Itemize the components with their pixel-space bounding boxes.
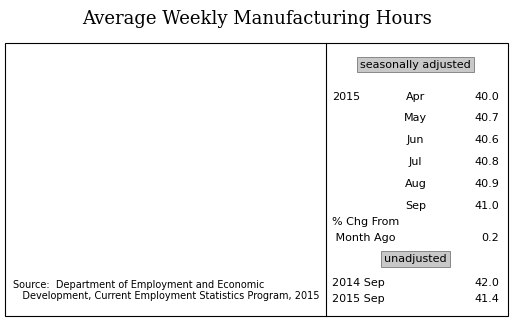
Text: 2015: 2015	[332, 92, 360, 101]
Text: May: May	[404, 113, 427, 123]
Text: Month Ago: Month Ago	[332, 233, 396, 243]
Text: 40.0: 40.0	[475, 92, 499, 101]
Text: 40.8: 40.8	[475, 157, 499, 167]
Text: seasonally adjusted: seasonally adjusted	[360, 60, 471, 70]
Text: Jun: Jun	[407, 135, 424, 145]
Text: 2015 Sep: 2015 Sep	[332, 294, 384, 304]
Text: % Chg From: % Chg From	[332, 217, 399, 227]
Text: Aug: Aug	[405, 179, 426, 189]
Text: 0.2: 0.2	[482, 233, 499, 243]
Text: 41.0: 41.0	[475, 201, 499, 211]
Text: Sep: Sep	[405, 201, 426, 211]
Text: 40.7: 40.7	[475, 113, 499, 123]
Text: Jul: Jul	[409, 157, 422, 167]
Text: 40.9: 40.9	[475, 179, 499, 189]
Text: 2014 Sep: 2014 Sep	[332, 278, 385, 288]
Text: unadjusted: unadjusted	[384, 254, 447, 264]
Text: 42.0: 42.0	[475, 278, 499, 288]
Text: Source:  Department of Employment and Economic
   Development, Current Employmen: Source: Department of Employment and Eco…	[13, 280, 319, 301]
Text: Average Weekly Manufacturing Hours: Average Weekly Manufacturing Hours	[82, 10, 431, 27]
Text: Apr: Apr	[406, 92, 425, 101]
Text: 41.4: 41.4	[475, 294, 499, 304]
Text: 40.6: 40.6	[475, 135, 499, 145]
